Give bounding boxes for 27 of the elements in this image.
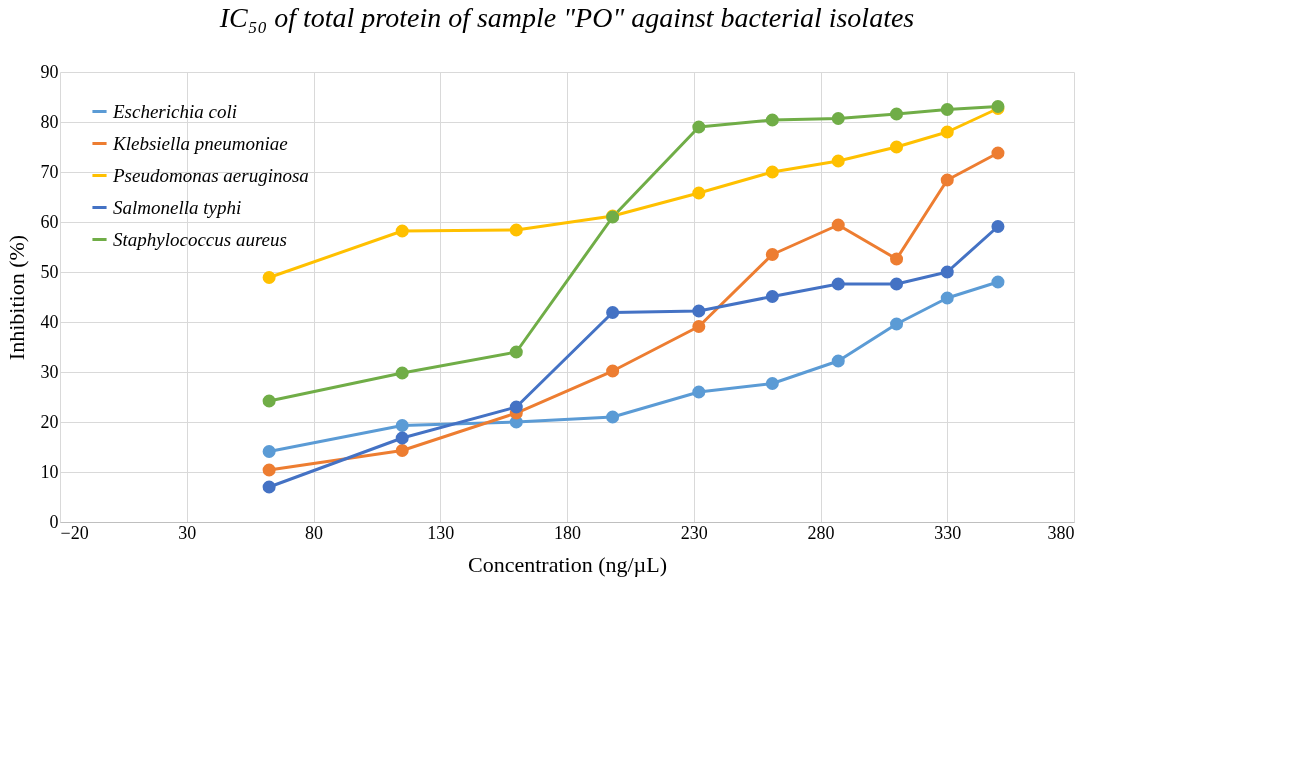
legend-label: Salmonella typhi bbox=[113, 196, 242, 218]
x-tick-label: 380 bbox=[1047, 522, 1075, 543]
x-tick-label: 80 bbox=[305, 522, 323, 543]
y-tick-label: 90 bbox=[40, 61, 59, 82]
chart-title: IC₅₀ of total protein of sample "PO" against bacterial isolates bbox=[218, 2, 915, 33]
x-tick-label: 280 bbox=[807, 522, 835, 543]
legend-label: Staphylococcus aureus bbox=[113, 228, 287, 250]
y-tick-label: 80 bbox=[40, 111, 59, 132]
y-tick-label: 0 bbox=[49, 511, 59, 532]
legend-label: Klebsiella pneumoniae bbox=[112, 132, 288, 154]
y-axis-title: Inhibition (%) bbox=[3, 234, 29, 361]
x-tick-label: 330 bbox=[934, 522, 962, 543]
y-tick-label: 30 bbox=[40, 361, 59, 382]
x-tick-label: 30 bbox=[178, 522, 197, 543]
y-tick-label: 50 bbox=[40, 261, 59, 282]
x-tick-label: 230 bbox=[680, 522, 708, 543]
x-tick-label: 180 bbox=[554, 522, 581, 543]
x-tick-label: 130 bbox=[427, 522, 455, 543]
x-tick-label: −20 bbox=[60, 522, 89, 543]
y-tick-label: 20 bbox=[40, 411, 59, 432]
y-tick-label: 70 bbox=[40, 161, 59, 182]
legend-label: Pseudomonas aeruginosa bbox=[112, 164, 309, 186]
legend-label: Escherichia coli bbox=[112, 100, 237, 122]
y-tick-label: 40 bbox=[40, 311, 59, 332]
y-tick-label: 10 bbox=[40, 461, 59, 482]
x-axis-title: Concentration (ng/µL) bbox=[467, 551, 668, 577]
y-tick-label: 60 bbox=[40, 211, 59, 232]
